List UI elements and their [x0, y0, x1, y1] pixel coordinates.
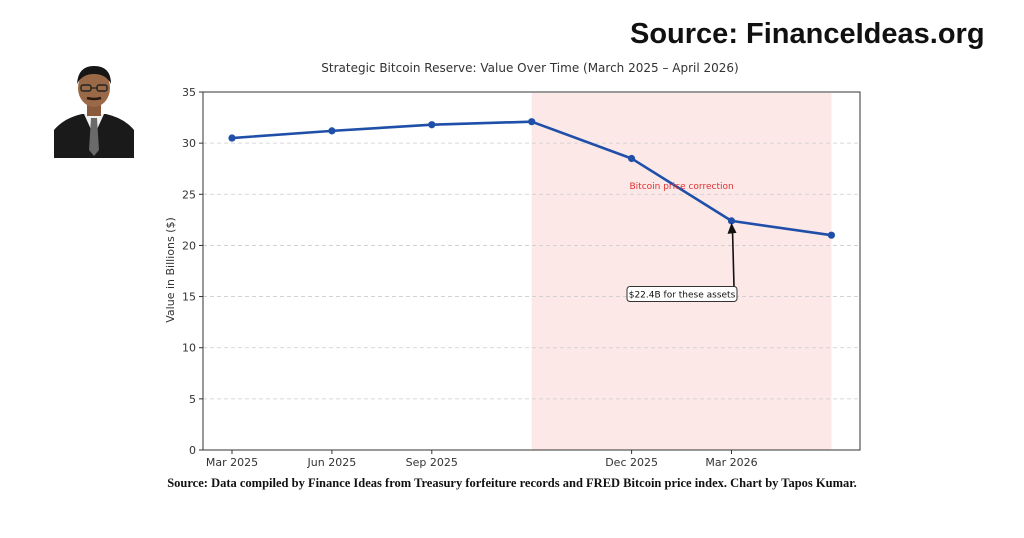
annotation-arrow	[731, 229, 735, 287]
y-tick-label: 5	[189, 393, 196, 406]
y-tick-label: 0	[189, 444, 196, 457]
y-tick-label: 35	[182, 86, 196, 99]
y-tick-label: 20	[182, 239, 196, 252]
x-tick-label: Dec 2025	[605, 456, 658, 469]
y-axis-label: Value in Billions ($)	[164, 217, 177, 323]
y-tick-label: 10	[182, 342, 196, 355]
data-point	[428, 121, 436, 129]
x-tick-label: Mar 2026	[705, 456, 757, 469]
chart: Strategic Bitcoin Reserve: Value Over Ti…	[164, 61, 861, 469]
chart-title: Strategic Bitcoin Reserve: Value Over Ti…	[321, 61, 738, 75]
data-point	[328, 127, 336, 135]
y-tick-label: 30	[182, 137, 196, 150]
data-point	[528, 118, 536, 126]
source-header: Source: FinanceIdeas.org	[630, 18, 985, 50]
author-portrait-icon	[54, 58, 134, 158]
y-tick-label: 15	[182, 291, 196, 304]
y-tick-label: 25	[182, 188, 196, 201]
annotation-text: $22.4B for these assets	[629, 291, 736, 301]
annotation-arrowhead	[727, 222, 737, 234]
shaded-region	[531, 93, 832, 450]
annotation-box	[626, 286, 738, 303]
region-label: Bitcoin price correction	[629, 182, 733, 192]
data-point	[827, 231, 836, 239]
data-point	[228, 134, 236, 142]
plot-frame	[202, 91, 861, 451]
data-point	[727, 217, 736, 225]
x-tick-label: Jun 2025	[307, 456, 357, 469]
data-point	[628, 154, 636, 163]
x-tick-label: Sep 2025	[406, 456, 458, 469]
footer-caption: Source: Data compiled by Finance Ideas f…	[167, 476, 857, 490]
x-tick-label: Mar 2025	[206, 456, 258, 469]
